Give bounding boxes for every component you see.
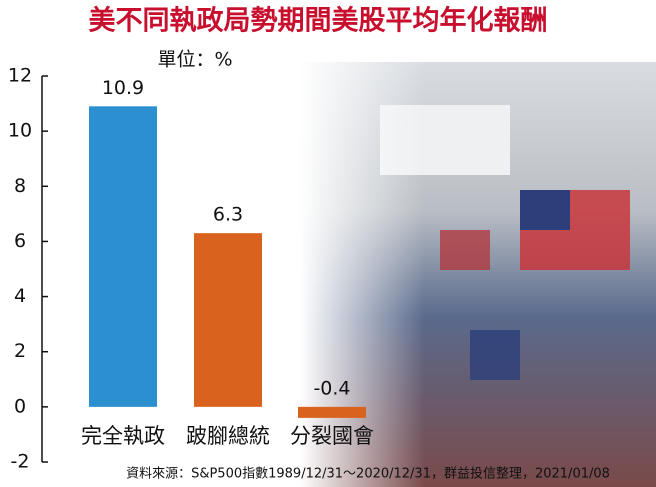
unit-label: 單位：% — [157, 49, 232, 71]
y-tick-label: 10 — [8, 120, 32, 142]
value-label: 10.9 — [102, 77, 144, 99]
y-tick-label: 6 — [14, 230, 26, 252]
value-label: -0.4 — [313, 377, 350, 399]
x-tick-label: 跛腳總統 — [186, 424, 270, 448]
chart-title: 美不同執政局勢期間美股平均年化報酬 — [89, 5, 548, 37]
bar — [89, 106, 157, 407]
x-tick-label: 完全執政 — [81, 424, 165, 448]
y-tick-label: 4 — [14, 285, 26, 307]
y-tick-label: 12 — [8, 65, 32, 87]
x-tick-label: 分裂國會 — [290, 424, 374, 448]
y-tick-label: 2 — [14, 340, 26, 362]
y-tick-label: -2 — [11, 451, 30, 473]
y-tick-label: 8 — [14, 175, 26, 197]
value-label: 6.3 — [213, 204, 243, 226]
source-note: 資料來源：S&P500指數1989/12/31～2020/12/31，群益投信整… — [126, 466, 610, 482]
bar — [298, 406, 366, 418]
y-tick-label: 0 — [14, 395, 26, 417]
bar — [194, 233, 262, 407]
